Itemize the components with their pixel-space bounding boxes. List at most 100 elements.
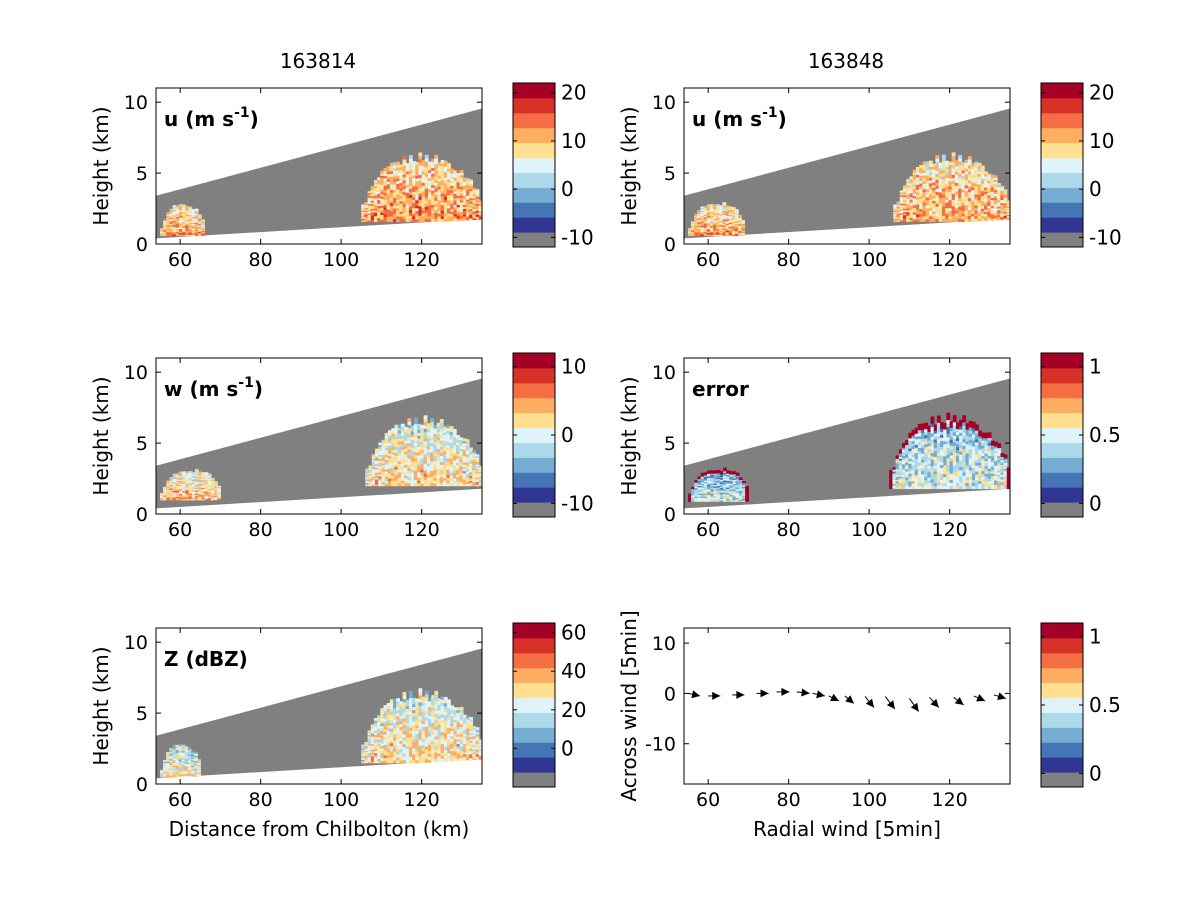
heat-cell xyxy=(367,204,372,207)
heat-cell xyxy=(710,487,715,490)
heat-cell xyxy=(380,175,385,179)
heat-cell xyxy=(952,465,957,470)
heat-cell xyxy=(951,215,956,219)
heat-cell xyxy=(961,218,966,222)
heat-cell xyxy=(475,212,480,215)
heat-cell xyxy=(990,453,995,457)
heat-cell xyxy=(1003,462,1008,465)
heat-cell xyxy=(940,464,944,468)
heat-cell xyxy=(394,449,399,453)
heat-cell xyxy=(975,430,979,434)
heat-cell xyxy=(703,218,708,221)
heat-cell xyxy=(371,467,376,470)
heat-cell xyxy=(169,498,174,501)
heat-cell xyxy=(954,165,959,170)
heat-cell xyxy=(452,472,457,476)
heat-cell xyxy=(691,225,695,227)
heat-cell xyxy=(447,194,451,198)
heat-cell xyxy=(371,469,376,472)
heat-cell xyxy=(710,498,715,501)
heat-cell xyxy=(430,436,434,441)
heat-cell xyxy=(725,224,730,227)
heat-cell xyxy=(703,490,708,493)
heat-cell xyxy=(408,191,413,195)
heat-cell xyxy=(365,473,370,476)
heat-cell xyxy=(453,188,458,192)
heat-cell xyxy=(909,190,914,194)
heat-cell xyxy=(400,468,405,473)
heat-cell xyxy=(968,463,973,468)
heat-cell xyxy=(948,205,953,209)
heat-cell xyxy=(194,477,199,480)
heat-cell xyxy=(439,422,444,426)
heat-cell xyxy=(370,218,375,221)
heat-cell xyxy=(405,165,410,170)
heat-cell xyxy=(980,173,985,177)
heat-cell xyxy=(386,188,391,192)
heat-cell xyxy=(1006,212,1010,214)
heat-cell xyxy=(375,473,379,477)
heat-cell xyxy=(971,424,976,429)
heat-cell xyxy=(207,490,212,493)
heat-cell xyxy=(728,232,733,235)
heat-cell xyxy=(418,164,423,169)
heat-cell xyxy=(719,214,724,217)
heat-cell xyxy=(716,225,720,228)
heat-cell xyxy=(391,459,396,463)
heat-cell xyxy=(948,191,953,195)
heat-cell xyxy=(394,469,399,473)
heat-cell xyxy=(446,449,451,454)
heat-cell xyxy=(439,428,444,432)
heat-cell xyxy=(439,443,444,447)
heat-cell xyxy=(472,209,477,212)
heat-cell xyxy=(466,193,470,196)
heat-cell xyxy=(703,234,708,237)
heat-cell xyxy=(1000,210,1005,213)
heat-cell xyxy=(1006,204,1010,206)
heat-cell xyxy=(722,479,727,482)
heat-cell xyxy=(462,181,467,184)
heat-cell xyxy=(447,163,451,167)
colorbar-step xyxy=(513,442,555,458)
heat-cell xyxy=(706,219,711,222)
heat-cell xyxy=(694,486,699,489)
heat-cell xyxy=(896,207,901,210)
heat-cell xyxy=(917,470,922,475)
heat-cell xyxy=(694,230,699,233)
heat-cell xyxy=(381,473,386,476)
heat-cell xyxy=(938,183,943,188)
heat-cell xyxy=(462,177,467,180)
heat-cell xyxy=(919,185,924,189)
heat-cell xyxy=(703,494,708,497)
heat-cell xyxy=(734,229,739,232)
heat-cell xyxy=(1006,467,1010,470)
heat-cell xyxy=(906,215,911,219)
heat-cell xyxy=(421,196,426,200)
heat-cell xyxy=(436,479,441,484)
heat-cell xyxy=(402,191,407,196)
heat-cell xyxy=(421,182,426,186)
heat-cell xyxy=(977,194,982,198)
heat-cell xyxy=(197,216,202,219)
heat-cell xyxy=(439,461,444,466)
heat-cell xyxy=(901,447,906,450)
heat-cell xyxy=(694,498,699,500)
heat-cell xyxy=(951,218,956,222)
heat-cell xyxy=(447,218,451,222)
heat-cell xyxy=(898,470,903,474)
heat-cell xyxy=(1003,215,1008,218)
heat-cell xyxy=(364,206,369,208)
heat-cell xyxy=(166,763,170,766)
heat-cell xyxy=(424,191,429,195)
heat-cell xyxy=(469,190,474,193)
heat-cell xyxy=(405,173,410,177)
heat-cell xyxy=(475,454,480,457)
heat-cell xyxy=(185,475,190,478)
heat-cell xyxy=(373,215,378,219)
heat-cell xyxy=(899,219,904,222)
heat-cell xyxy=(964,159,969,164)
heat-cell xyxy=(731,214,736,217)
heat-cell xyxy=(410,441,415,446)
heat-cell xyxy=(1006,203,1010,205)
heat-cell xyxy=(175,497,180,500)
